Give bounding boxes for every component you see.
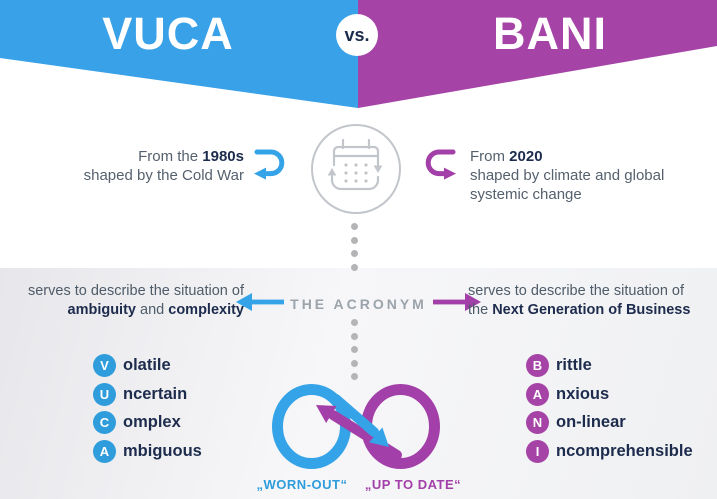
vuca-origin-text: From the 1980s shaped by the Cold War <box>20 147 244 185</box>
vs-badge: vs. <box>336 14 378 56</box>
vuca-purpose-line1: serves to describe the situation of <box>27 283 244 299</box>
acronym-row: THE ACRONYM <box>0 292 717 317</box>
bani-origin-line2: shaped by climate and global <box>470 167 665 184</box>
list-item: U ncertain <box>93 382 202 406</box>
bani-letter-list: B rittle A nxious N on-linear I ncompreh… <box>526 354 693 463</box>
letter-badge: V <box>93 354 116 377</box>
up-to-date-label: „UP TO DATE“ <box>364 477 462 492</box>
vuca-origin-line2: shaped by the Cold War <box>83 167 244 184</box>
vuca-origin-line1: From the 1980s <box>20 147 244 166</box>
letter-word: olatile <box>123 356 171 374</box>
letter-badge: A <box>93 439 116 463</box>
dot <box>351 373 358 380</box>
dot <box>351 332 358 340</box>
list-item: V olatile <box>93 354 202 377</box>
list-item: N on-linear <box>526 411 693 434</box>
list-item: I ncomprehensible <box>526 439 693 463</box>
letter-badge: I <box>526 439 549 463</box>
letter-word: ncomprehensible <box>556 441 693 460</box>
vuca-purpose-text: serves to describe the situation of ambi… <box>0 282 244 319</box>
letter-badge: B <box>526 354 549 377</box>
infinity-exchange-icon <box>258 375 454 484</box>
dotted-connector-top <box>351 223 358 271</box>
dot <box>351 346 358 353</box>
bani-origin-text: From 2020 shaped by climate and global s… <box>470 147 702 204</box>
vuca-title: VUCA <box>102 8 234 59</box>
bani-title: BANI <box>493 8 607 59</box>
vuca-origin-year: 1980s <box>202 148 244 165</box>
dot <box>351 263 358 271</box>
vuca-letter-list: V olatile U ncertain C omplex A mbiguous <box>93 354 202 463</box>
letter-word: rittle <box>556 356 592 374</box>
arrow-left-icon <box>236 292 285 317</box>
letter-word: nxious <box>556 384 610 403</box>
list-item: A mbiguous <box>93 439 202 463</box>
letter-badge: N <box>526 411 549 434</box>
vuca-purpose-bold-a: ambiguity <box>67 301 136 318</box>
dot <box>351 359 358 367</box>
bani-purpose-bold: Next Generation of Business <box>492 301 691 318</box>
bani-origin-line1: From 2020 <box>470 147 702 166</box>
list-item: C omplex <box>93 411 202 434</box>
letter-word: omplex <box>123 413 181 431</box>
vuca-purpose-conj: and <box>140 301 165 318</box>
acronym-label: THE ACRONYM <box>290 296 427 312</box>
dot <box>351 223 358 230</box>
lower-section-background <box>0 268 717 499</box>
dot <box>351 319 358 326</box>
dotted-connector-middle <box>351 319 358 380</box>
vuca-purpose-bold-b: complexity <box>168 301 244 318</box>
recurring-calendar-icon <box>310 123 402 215</box>
vuca-purpose-line2: ambiguity and complexity <box>0 301 245 320</box>
vuca-origin-lead: From the <box>138 148 199 165</box>
arrow-right-icon <box>432 292 481 317</box>
dot <box>351 236 358 244</box>
vs-label: vs. <box>344 24 370 45</box>
bani-purpose-text: serves to describe the situation of the … <box>468 282 716 319</box>
worn-out-label: „WORN-OUT“ <box>256 477 348 492</box>
bani-purpose-line2: the Next Generation of Business <box>468 301 716 320</box>
letter-word: mbiguous <box>123 441 202 460</box>
bani-origin-line3: systemic change <box>470 186 582 203</box>
letter-word: ncertain <box>123 384 188 403</box>
letter-badge: U <box>93 382 116 406</box>
letter-word: on-linear <box>556 413 626 431</box>
letter-badge: A <box>526 382 549 406</box>
bani-purpose-line1: serves to describe the situation of <box>468 283 685 299</box>
bani-origin-year: 2020 <box>509 148 543 165</box>
bani-purpose-lead: the <box>468 301 489 318</box>
curved-arrow-left-icon <box>252 145 286 188</box>
list-item: B rittle <box>526 354 693 377</box>
letter-badge: C <box>93 411 116 434</box>
curved-arrow-right-icon <box>424 145 458 188</box>
list-item: A nxious <box>526 382 693 406</box>
bani-origin-lead: From <box>470 148 505 165</box>
dot <box>351 250 358 257</box>
